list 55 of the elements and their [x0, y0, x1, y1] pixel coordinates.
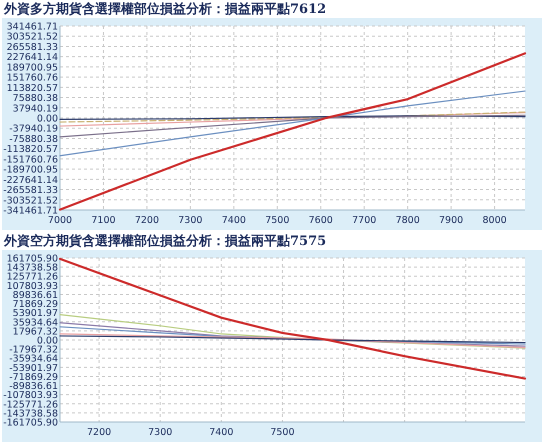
y-tick-label: 37940.19	[12, 103, 58, 114]
y-tick-label: 125771.26	[6, 272, 58, 283]
y-tick-label: 143738.58	[6, 262, 58, 274]
x-tick-label: 7300	[148, 427, 172, 438]
y-tick-label: 53901.97	[12, 308, 58, 320]
x-tick-label: 7200	[87, 427, 112, 438]
y-tick-label: -35934.64	[9, 354, 58, 365]
y-tick-label: -71869.29	[9, 372, 58, 383]
x-tick-label: 7200	[134, 215, 160, 226]
y-tick-label: -125771.26	[3, 399, 58, 410]
x-tick-label: 7900	[439, 215, 464, 226]
y-tick-label: -341461.71	[3, 206, 58, 216]
y-tick-label: -143738.58	[3, 408, 58, 420]
x-tick-label: 7300	[178, 215, 202, 226]
y-tick-label: -303521.52	[3, 195, 58, 206]
x-tick-label: 7700	[352, 215, 376, 226]
y-tick-label: -89836.61	[9, 381, 58, 392]
y-tick-label: 17967.32	[12, 326, 58, 338]
y-tick-label: -75880.38	[9, 134, 58, 145]
y-tick-label: -265581.33	[3, 185, 58, 196]
y-tick-label: -17967.32	[9, 344, 58, 356]
y-tick-label: -107803.93	[3, 390, 58, 402]
y-tick-label: -113820.57	[3, 144, 58, 156]
y-tick-label: -37940.19	[9, 124, 58, 135]
y-tick-label: 75880.38	[12, 93, 58, 104]
chart-title: 外資空方期貨含選擇權部位損益分析：損益兩平點7575	[4, 232, 326, 250]
y-tick-label: 341461.71	[6, 22, 58, 32]
y-tick-label: 113820.57	[6, 82, 58, 94]
x-tick-label: 7000	[48, 215, 72, 226]
y-tick-label: -189700.95	[3, 164, 58, 176]
y-tick-label: -161705.90	[3, 418, 58, 428]
y-tick-label: 107803.93	[6, 280, 58, 292]
x-tick-label: 8000	[482, 215, 507, 226]
y-tick-label: 0.00	[36, 114, 58, 124]
y-tick-label: 35934.64	[12, 317, 58, 328]
y-tick-label: -53901.97	[9, 362, 58, 374]
x-tick-label: 7800	[396, 215, 420, 226]
y-tick-label: 303521.52	[6, 32, 58, 43]
y-tick-label: 227641.14	[6, 52, 58, 64]
x-tick-label: 7400	[209, 427, 234, 438]
y-tick-label: -227641.14	[3, 174, 58, 186]
x-tick-label: 7100	[91, 215, 116, 226]
chart-title: 外資多方期貨含選擇權部位損益分析：損益兩平點7612	[4, 0, 326, 18]
y-tick-label: 151760.76	[6, 72, 58, 84]
y-tick-label: 265581.33	[6, 42, 58, 53]
y-tick-label: 161705.90	[6, 254, 58, 264]
x-tick-label: 7600	[308, 215, 333, 226]
x-tick-label: 7500	[265, 215, 290, 226]
y-tick-label: 89836.61	[12, 290, 58, 301]
x-tick-label: 7400	[222, 215, 246, 226]
y-tick-label: 71869.29	[12, 299, 58, 310]
y-tick-label: 189700.95	[6, 62, 58, 74]
y-tick-label: -151760.76	[3, 154, 58, 166]
x-tick-label: 7500	[270, 427, 295, 438]
y-tick-label: 0.00	[36, 336, 58, 346]
